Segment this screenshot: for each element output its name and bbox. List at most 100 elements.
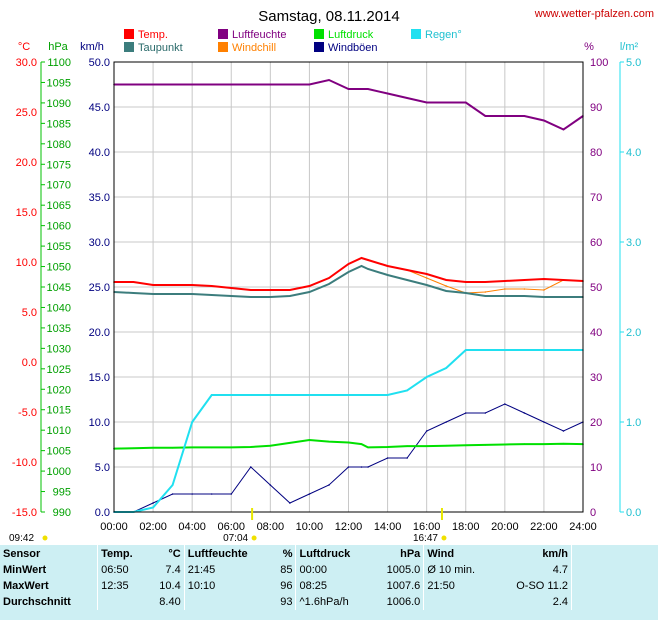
stats-cell: 10:10 [183,578,272,594]
time-tick-label: 12:00 [335,521,363,533]
data-point [523,443,526,445]
temp-tick-label: -15.0 [12,507,37,519]
data-point [269,444,272,447]
stats-head-pressure: Luftdruck [295,545,372,562]
data-point [386,446,389,448]
temp-tick-label: 25.0 [16,107,37,119]
wind-tick-label: 50.0 [89,57,110,69]
legend-label: Windböen [328,42,378,54]
wind-tick-label: 40.0 [89,147,110,159]
data-point [249,289,252,291]
pressure-tick-label: 1080 [47,139,71,151]
pressure-tick-label: 1060 [47,221,71,233]
data-point [464,281,467,283]
data-point [367,259,369,261]
pressure-tick-label: 1065 [47,200,71,212]
series-line [114,78,584,131]
data-point [484,444,487,446]
data-point [308,285,311,287]
data-point [171,493,174,495]
chart-axes: 30.0 25.0 20.0 15.0 10.0 5.0 0.0 -5.0 -10.0 -15.0… [12,57,641,533]
data-point [504,403,506,405]
data-point [464,444,467,447]
pressure-tick-label: 1015 [47,405,71,417]
data-point [523,288,526,290]
data-point [308,439,311,441]
data-point [386,265,389,267]
sunrise-label: 07:04 [223,533,248,544]
pressure-tick-label: 1085 [47,118,71,130]
rain-tick-label: 1.0 [626,417,641,429]
data-point [249,296,252,298]
data-point [230,83,233,86]
data-point [230,446,233,449]
rain-tick-label: 4.0 [626,147,641,159]
time-tick-label: 14:00 [374,521,402,533]
sunset-icon [441,535,447,541]
data-point [562,279,565,281]
data-point [191,493,193,495]
data-point [132,281,135,283]
stats-head-humidity: Luftfeuchte [183,545,272,562]
wind-tick-label: 45.0 [89,102,110,114]
data-point [543,443,545,445]
stats-cell [183,594,272,610]
data-point [543,278,545,280]
time-tick-label: 24:00 [569,521,597,533]
chart-title: Samstag, 08.11.2014 [258,8,400,25]
wind-tick-label: 25.0 [89,282,110,294]
temp-tick-label: 10.0 [16,257,37,269]
pressure-tick-label: 1000 [47,466,71,478]
data-point [289,394,291,396]
data-point [360,466,363,468]
data-point [543,296,545,298]
data-point [406,445,408,447]
legend-label: Taupunkt [138,42,183,54]
data-point [132,83,135,86]
data-point [445,101,448,104]
stats-row-avg: Durchschnitt 8.40 93 ^1.6hPa/h 1006.0 2.… [0,594,658,610]
stats-cell: 93 [280,596,293,608]
data-point [504,349,506,351]
data-point [523,115,526,117]
data-point [191,446,193,449]
humidity-tick-label: 0 [590,507,596,519]
series-line [113,438,584,450]
time-tick-label: 16:00 [413,521,441,533]
legend-label: Windchill [232,42,276,54]
data-point [191,284,193,286]
sun-icon [42,535,48,541]
data-point [152,83,154,86]
humidity-tick-label: 30 [590,372,602,384]
pressure-unit-label: hPa [48,41,68,53]
stats-cell [97,594,148,610]
data-point [425,273,428,275]
time-tick-label: 00:00 [100,521,128,533]
data-point [171,293,174,295]
stats-cell: 1006.0 [386,596,421,608]
data-point [445,279,448,281]
stats-cell [423,594,495,610]
data-point [562,442,565,445]
data-point [328,277,330,279]
legend-swatch [411,29,421,39]
data-point [425,376,428,378]
data-point [484,412,487,414]
pressure-tick-label: 1100 [47,57,71,69]
humidity-unit-label: % [584,41,594,53]
stats-cell: 1007.6 [386,580,421,592]
pressure-tick-label: 1035 [47,323,71,335]
data-point [484,281,487,283]
chart-curves [113,78,584,513]
series-line [113,264,583,298]
data-point [152,506,154,509]
data-point [367,268,369,270]
data-point [191,293,193,295]
wind-unit-label: km/h [80,41,104,53]
data-point [406,279,408,281]
data-point [360,443,363,445]
data-point [484,295,487,297]
time-tick-label: 22:00 [530,521,558,533]
sun-markers: 07:04 16:47 09:42 [9,508,447,544]
